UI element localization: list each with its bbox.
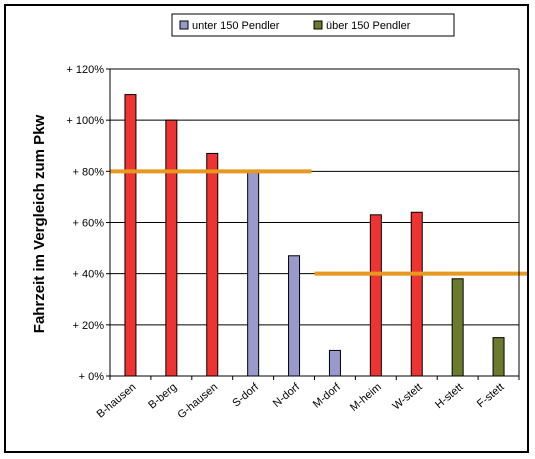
y-tick-label: + 60% xyxy=(73,218,105,230)
bar xyxy=(288,255,301,377)
y-axis-ticks: + 0% + 20% + 40% + 60% + 80% + 100% + 120% xyxy=(66,64,110,383)
bar xyxy=(492,337,505,377)
x-tick-label: G-hausen xyxy=(175,381,220,421)
bar xyxy=(247,170,260,377)
y-tick-label: + 100% xyxy=(66,115,104,127)
reference-lines xyxy=(110,169,527,276)
x-tick-label: M-heim xyxy=(348,381,384,414)
bar xyxy=(206,152,219,377)
legend-box xyxy=(171,13,455,37)
bars xyxy=(124,94,505,377)
bar xyxy=(328,349,341,377)
legend: unter 150 Pendler über 150 Pendler xyxy=(171,13,455,37)
x-tick-label: H-stett xyxy=(433,381,466,411)
x-tick-label: W-stett xyxy=(390,381,424,412)
bar xyxy=(410,211,423,377)
bar xyxy=(165,119,178,377)
x-tick-label: F-stett xyxy=(475,381,507,410)
x-tick-label: B-hausen xyxy=(95,381,139,420)
bar xyxy=(124,94,137,377)
y-axis-label: Fahrzeit im Vergleich zum Pkw xyxy=(31,114,48,333)
x-tick-label: B-berg xyxy=(146,381,179,411)
y-tick-label: + 40% xyxy=(73,269,105,281)
legend-swatch xyxy=(313,20,323,30)
x-tick-label: M-dorf xyxy=(311,380,344,410)
y-tick-label: + 20% xyxy=(73,320,105,332)
chart-frame: + 0% + 20% + 40% + 60% + 80% + 100% + 120% B-h… xyxy=(4,4,529,453)
axes xyxy=(109,69,520,380)
y-tick-label: + 0% xyxy=(79,371,105,383)
legend-label: unter 150 Pendler xyxy=(192,20,280,32)
y-tick-label: + 80% xyxy=(73,166,105,178)
x-tick-label: N-dorf xyxy=(271,380,303,409)
legend-swatch xyxy=(179,20,189,30)
x-tick-label: S-dorf xyxy=(230,381,261,410)
y-tick-label: + 120% xyxy=(66,64,104,76)
legend-label: über 150 Pendler xyxy=(326,20,411,32)
bar-chart: + 0% + 20% + 40% + 60% + 80% + 100% + 120% B-h… xyxy=(31,13,527,421)
bar xyxy=(451,278,464,377)
bar xyxy=(369,214,382,377)
